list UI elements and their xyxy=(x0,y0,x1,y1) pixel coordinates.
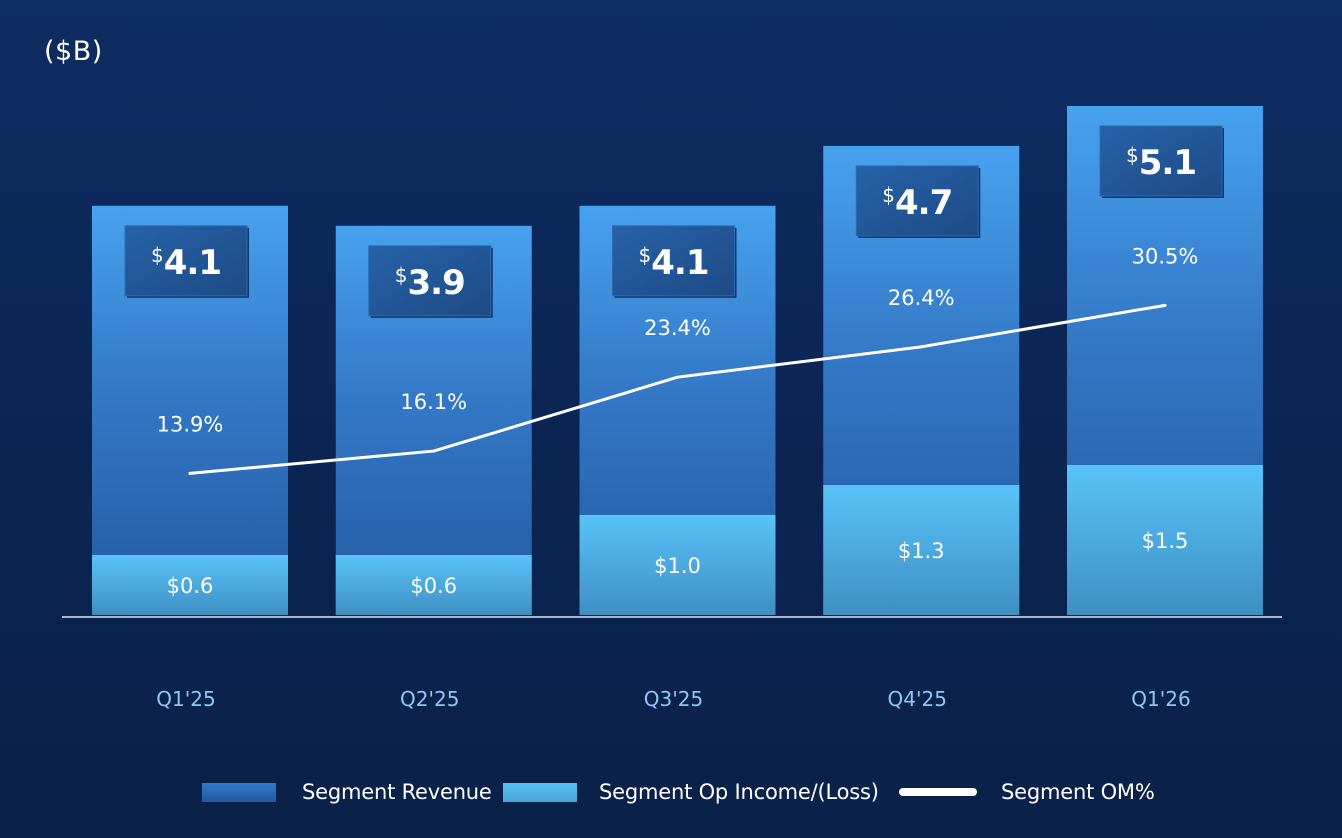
op-income-label: $0.6 xyxy=(410,574,457,598)
legend-item-op-income: Segment Op Income/(Loss) xyxy=(503,777,879,807)
revenue-label-box: $4.1 xyxy=(124,225,249,298)
om-line-group: 13.9% 16.1% 23.4% 26.4% 30.5% xyxy=(157,244,1199,475)
revenue-label-box: $4.1 xyxy=(612,225,737,298)
legend-swatch-revenue xyxy=(202,782,276,802)
legend-swatch-om-pct xyxy=(899,788,977,796)
revenue-label-box: $4.7 xyxy=(855,165,981,238)
om-pct-label: 13.9% xyxy=(157,412,224,436)
chart: $0.6 $0.6 $1.0 $1.3 $1.5 13.9% 16.1% 23.4% 26.4… xyxy=(62,106,1282,711)
x-tick-label: Q3'25 xyxy=(644,687,703,711)
op-income-bar xyxy=(92,555,288,615)
legend-item-revenue: Segment Revenue xyxy=(202,777,492,807)
x-tick-label: Q2'25 xyxy=(400,687,459,711)
om-pct-point xyxy=(676,375,679,379)
op-income-label: $0.6 xyxy=(167,574,214,598)
x-tick-labels: Q1'25 Q2'25 Q3'25 Q4'25 Q1'26 xyxy=(156,687,1190,711)
revenue-label: $4.7 xyxy=(882,183,952,223)
op-income-labels: $0.6 $0.6 $1.0 $1.3 $1.5 xyxy=(167,529,1189,598)
om-pct-label: 26.4% xyxy=(888,286,955,310)
revenue-label-box-bg xyxy=(124,225,248,297)
revenue-label: $4.1 xyxy=(639,243,709,283)
op-income-bar xyxy=(335,555,532,615)
op-income-bars xyxy=(92,465,1263,615)
revenue-label: $5.1 xyxy=(1126,143,1196,183)
revenue-label: $4.1 xyxy=(151,243,221,283)
op-income-bar xyxy=(579,515,776,615)
om-pct-point xyxy=(1163,303,1167,307)
legend-label-op-income: Segment Op Income/(Loss) xyxy=(599,780,879,804)
om-pct-point xyxy=(432,449,436,453)
legend-swatch-op-income xyxy=(503,782,577,802)
op-income-label: $1.3 xyxy=(898,539,945,563)
op-income-label: $1.0 xyxy=(654,554,701,578)
x-tick-label: Q4'25 xyxy=(888,687,947,711)
x-tick-label: Q1'25 xyxy=(156,687,215,711)
op-income-bar xyxy=(823,485,1020,615)
revenue-label-box: $5.1 xyxy=(1099,125,1224,198)
om-pct-point xyxy=(919,345,923,349)
revenue-label-box-bg xyxy=(368,245,492,317)
revenue-label-box-bg xyxy=(855,165,979,237)
x-tick-label: Q1'26 xyxy=(1131,687,1190,711)
revenue-labels: $4.1 $3.9 $4.1 $4.7 $5.1 xyxy=(124,125,1224,318)
unit-label: ($B) xyxy=(44,36,103,67)
revenue-label-box-bg xyxy=(612,225,735,297)
op-income-label: $1.5 xyxy=(1142,529,1189,553)
revenue-label-box: $3.9 xyxy=(368,245,493,318)
legend-item-om-pct: Segment OM% xyxy=(899,777,1155,807)
legend-label-om-pct: Segment OM% xyxy=(1001,780,1155,804)
legend: Segment Revenue Segment Op Income/(Loss)… xyxy=(0,777,1342,809)
om-pct-label: 23.4% xyxy=(644,316,711,340)
op-income-bar xyxy=(1067,465,1263,615)
legend-label-revenue: Segment Revenue xyxy=(302,780,492,804)
revenue-label: $3.9 xyxy=(395,263,465,303)
om-pct-label: 16.1% xyxy=(400,390,467,414)
revenue-label-box-bg xyxy=(1099,125,1223,197)
om-pct-point xyxy=(188,471,192,475)
om-pct-label: 30.5% xyxy=(1132,244,1199,268)
